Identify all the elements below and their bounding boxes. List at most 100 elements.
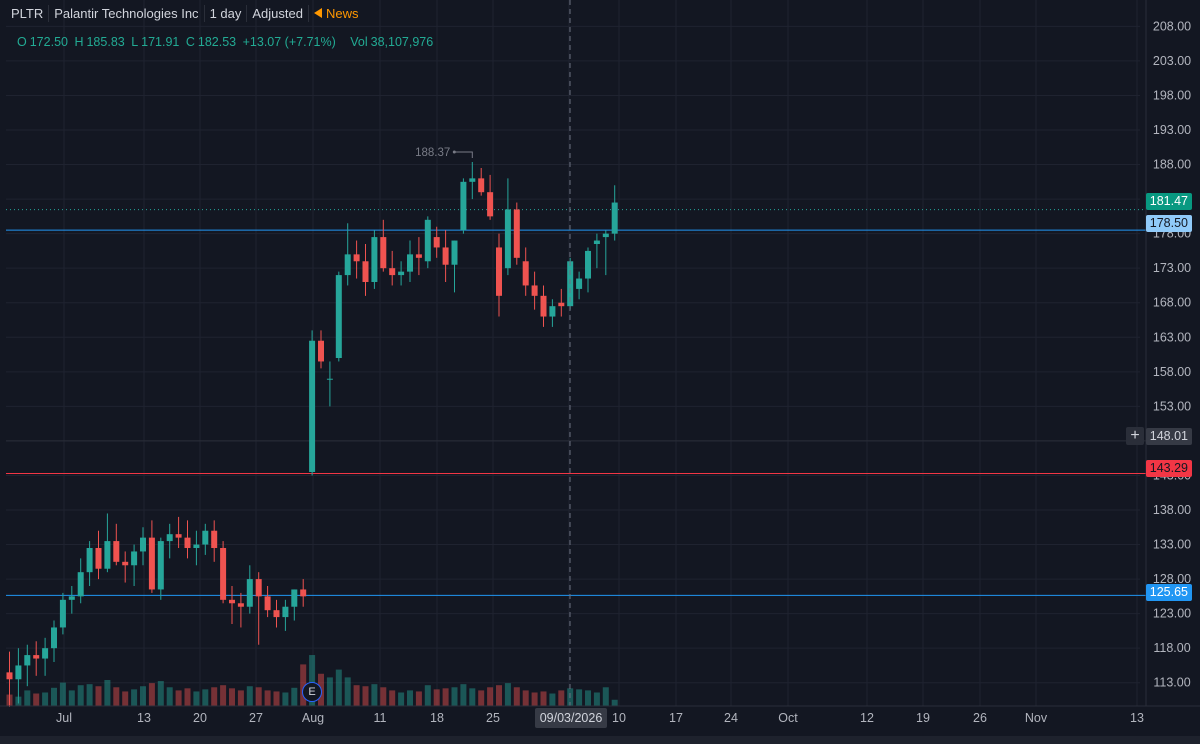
symbol-ticker[interactable]: PLTR	[6, 4, 50, 22]
candle-body	[15, 665, 22, 680]
candle	[469, 161, 476, 200]
candle-body	[220, 548, 227, 600]
time-tick-label: 20	[193, 711, 207, 725]
volume-bar	[237, 690, 244, 706]
volume-bar	[211, 687, 218, 706]
volume-bar	[398, 692, 405, 706]
candle-body	[24, 655, 31, 666]
volume-bar	[104, 680, 111, 706]
candle	[282, 599, 289, 631]
close-label: C	[185, 35, 195, 49]
candle	[531, 271, 538, 310]
candle	[451, 240, 458, 293]
volume-bar	[611, 699, 618, 706]
volume-bar	[531, 692, 538, 706]
candle-body	[433, 237, 440, 248]
candle-body	[6, 672, 13, 680]
volume-bar	[407, 690, 413, 706]
candle-body	[576, 278, 583, 289]
volume-bar	[264, 690, 271, 706]
adjustment-label[interactable]: Adjusted	[247, 4, 309, 22]
time-axis[interactable]: Jul132027Aug111825Sep101724Oct121926Nov1…	[0, 705, 1200, 725]
volume-bar	[148, 683, 155, 706]
volume-bar	[442, 688, 449, 706]
red-line-price-tag[interactable]: 143.29	[1145, 460, 1192, 477]
volume-bar	[344, 677, 351, 706]
last-price-tag: 181.47	[1145, 193, 1192, 210]
volume-bar	[77, 685, 84, 706]
time-tick-label: Jul	[56, 711, 72, 725]
volume-bar	[362, 686, 369, 706]
interval-label[interactable]: 1 day	[205, 4, 248, 22]
candle-body	[309, 340, 316, 472]
candle-body	[460, 181, 467, 231]
volume-bar	[469, 688, 476, 706]
candle	[318, 330, 324, 369]
volume-bar	[487, 687, 494, 706]
candle	[496, 233, 502, 317]
time-tick-label: Nov	[1025, 711, 1048, 725]
candle-body	[77, 572, 84, 597]
candle	[549, 299, 556, 327]
high-annotation: 188.37	[415, 147, 473, 159]
candle-body	[602, 233, 609, 238]
price-tick-label: 208.00	[1153, 19, 1191, 33]
candle	[42, 637, 49, 676]
lower-line-price-tag[interactable]: 125.65	[1145, 584, 1192, 601]
candle	[593, 233, 600, 269]
earnings-badge[interactable]: E	[302, 682, 322, 702]
candle-body	[593, 240, 600, 244]
horizontal-lines[interactable]	[6, 209, 1146, 596]
add-alert-plus-icon[interactable]: +	[1126, 427, 1144, 445]
candle-body	[202, 530, 209, 545]
candle-body	[371, 237, 378, 282]
volume-bar	[24, 690, 31, 706]
volume-bar	[335, 669, 342, 706]
candle-body	[282, 606, 289, 618]
crosshair-price-tag: 148.01	[1145, 428, 1192, 445]
candle-body	[157, 541, 164, 590]
candle-body	[59, 599, 66, 628]
candle	[353, 240, 360, 279]
candle	[291, 589, 298, 621]
candle-body	[42, 648, 49, 659]
volume-bar	[424, 685, 431, 706]
candle	[33, 641, 40, 676]
volume-bar	[184, 688, 191, 706]
candle-body	[175, 534, 182, 538]
candle-body	[469, 178, 476, 182]
candle	[602, 230, 609, 276]
candle	[68, 586, 75, 614]
candle	[611, 185, 618, 241]
volume-bar	[478, 690, 485, 706]
candle-body	[51, 627, 57, 649]
candle	[487, 174, 494, 220]
candle-body	[549, 306, 556, 317]
candle-body	[211, 530, 218, 548]
symbol-name[interactable]: Palantir Technologies Inc	[49, 4, 205, 22]
candle	[59, 592, 66, 635]
candle	[576, 271, 583, 300]
volume-bar	[282, 692, 289, 706]
candle-body	[531, 285, 538, 296]
candle	[380, 219, 387, 272]
candle	[513, 202, 520, 265]
candle-body	[86, 548, 93, 573]
candle	[211, 520, 218, 562]
news-button[interactable]: News	[309, 5, 364, 22]
news-label: News	[325, 5, 359, 21]
price-tick-label: 138.00	[1153, 503, 1191, 517]
candle	[95, 530, 102, 580]
candle-body	[33, 655, 40, 659]
candle	[113, 523, 120, 566]
upper-line-price-tag[interactable]: 178.50	[1145, 215, 1192, 232]
high-annotation-label: 188.37	[415, 147, 450, 159]
candle	[442, 230, 449, 282]
volume-bar	[576, 689, 583, 706]
candle	[433, 226, 440, 258]
candle-body	[300, 589, 307, 597]
volume-bar	[326, 677, 333, 706]
candle	[175, 516, 182, 548]
volume-bar	[585, 690, 591, 706]
